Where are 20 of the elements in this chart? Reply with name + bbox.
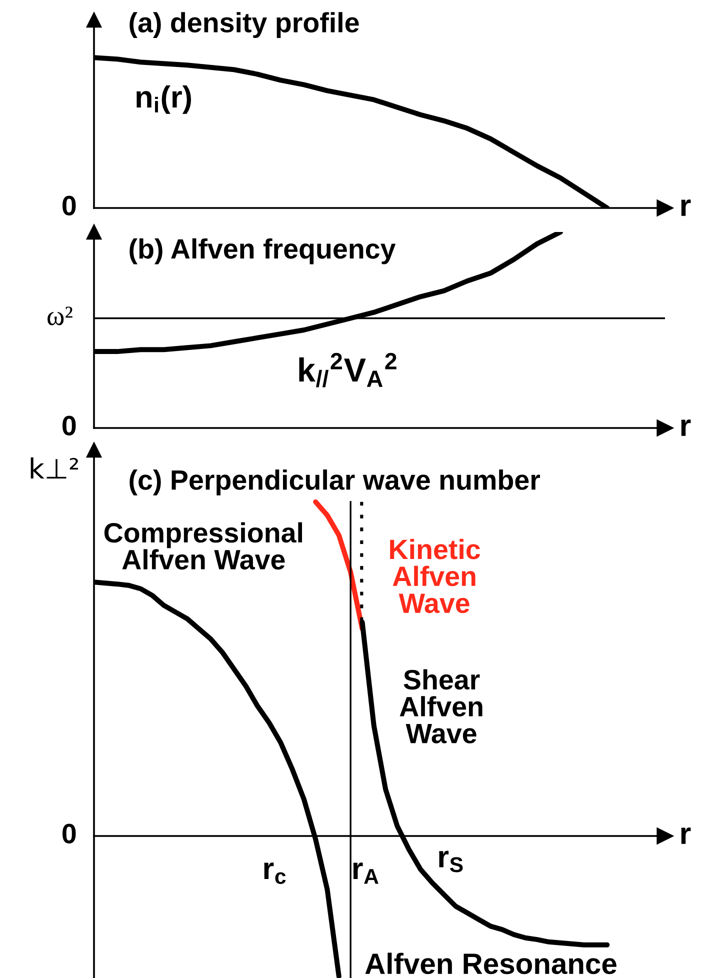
- x-axis-title: r: [681, 419, 691, 436]
- annotation: r$_{A}$: [353, 862, 378, 884]
- chart-title: (a) density profile: [130, 12, 359, 38]
- series-label: n$_{i}$(r): [136, 85, 192, 114]
- chart-title: (b) Alfven frequency: [130, 238, 396, 264]
- annotation: r$_{c}$: [264, 862, 286, 884]
- annotation: Alfven Resonance: [365, 952, 616, 974]
- x-axis-title: r: [681, 199, 691, 216]
- annotation: r$_{S}$: [439, 850, 463, 872]
- chart-title: (c) Perpendicular wave number: [130, 469, 540, 496]
- series-label: k$_{//}$$^{2}$V$_{A}$$^{2}$: [299, 352, 396, 388]
- ref-line-label: ω²: [48, 306, 72, 326]
- text: 0: [62, 196, 76, 216]
- text: 0: [62, 824, 76, 844]
- x-axis-title: r: [681, 827, 691, 844]
- series-label: Compressional Alfven Wave: [104, 522, 302, 570]
- series-label: Kinetic Alfven Wave: [390, 538, 480, 614]
- y-axis-title: k⊥²: [30, 457, 78, 479]
- series-label: Shear Alfven Wave: [400, 669, 482, 744]
- text: 0: [62, 416, 76, 436]
